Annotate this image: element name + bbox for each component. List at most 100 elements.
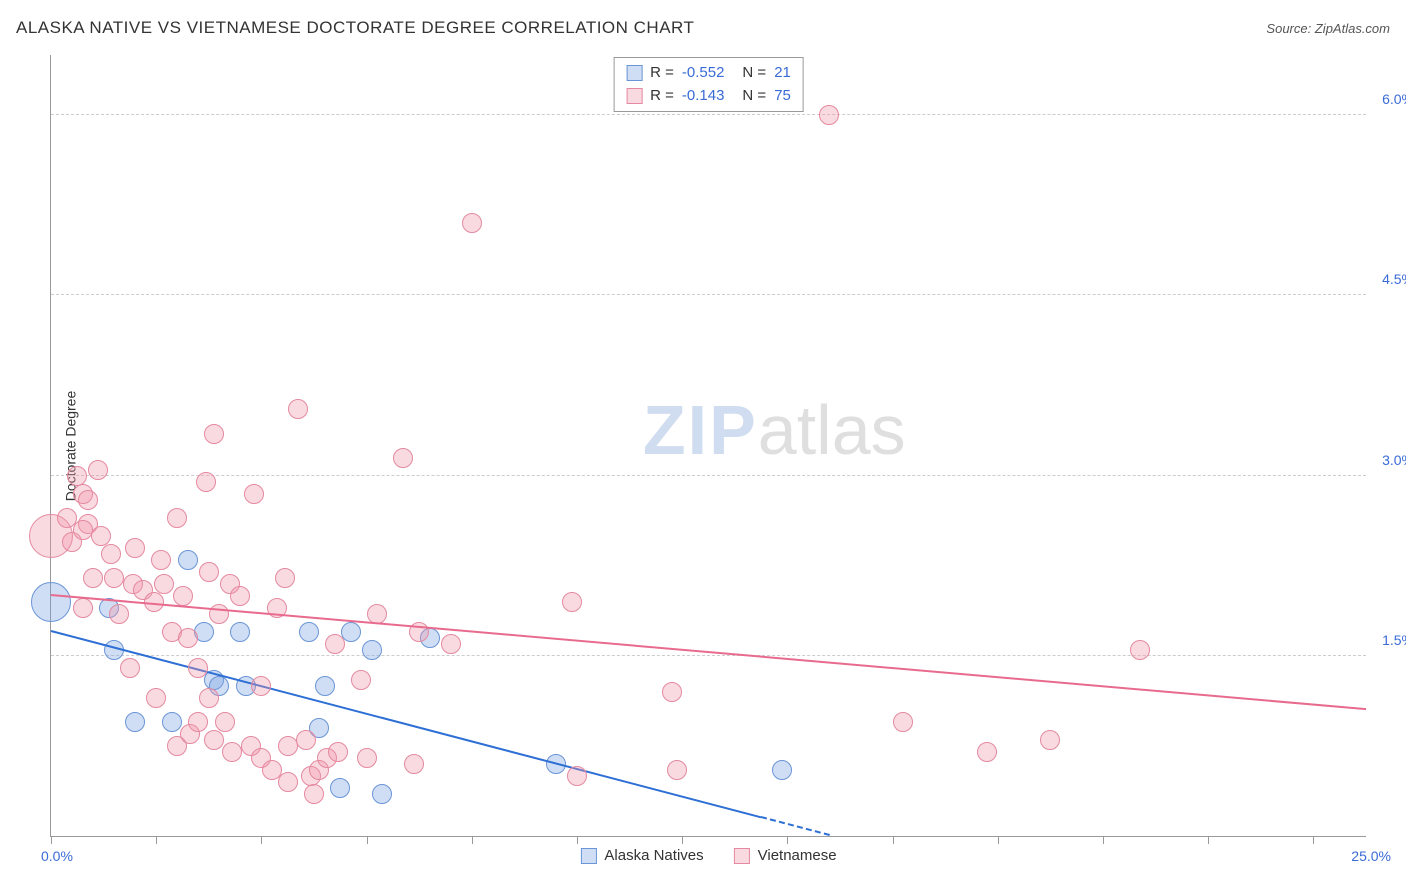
x-tick: [787, 836, 788, 844]
legend-label-1: Vietnamese: [758, 847, 837, 864]
scatter-point: [199, 688, 219, 708]
x-axis-max-label: 25.0%: [1351, 848, 1391, 864]
legend-swatch-0: [580, 848, 596, 864]
swatch-series-0: [626, 65, 642, 81]
watermark-zip: ZIP: [643, 391, 758, 469]
scatter-point: [178, 550, 198, 570]
scatter-point: [977, 742, 997, 762]
scatter-point: [893, 712, 913, 732]
scatter-point: [162, 712, 182, 732]
scatter-point: [244, 484, 264, 504]
scatter-point: [315, 676, 335, 696]
scatter-point: [91, 526, 111, 546]
x-tick: [472, 836, 473, 844]
scatter-point: [88, 460, 108, 480]
x-tick: [577, 836, 578, 844]
scatter-point: [299, 622, 319, 642]
scatter-point: [230, 586, 250, 606]
scatter-point: [78, 490, 98, 510]
scatter-point: [1040, 730, 1060, 750]
scatter-point: [251, 676, 271, 696]
scatter-point: [441, 634, 461, 654]
scatter-point: [362, 640, 382, 660]
scatter-point: [154, 574, 174, 594]
stat-r-value-1: -0.143: [682, 85, 725, 108]
x-tick: [367, 836, 368, 844]
source-attribution: Source: ZipAtlas.com: [1266, 21, 1390, 36]
legend-label-0: Alaska Natives: [604, 847, 703, 864]
x-tick: [682, 836, 683, 844]
scatter-point: [173, 586, 193, 606]
scatter-point: [357, 748, 377, 768]
scatter-point: [167, 508, 187, 528]
scatter-point: [73, 598, 93, 618]
x-tick: [1313, 836, 1314, 844]
legend: Alaska Natives Vietnamese: [580, 847, 836, 864]
scatter-point: [772, 760, 792, 780]
scatter-point: [120, 658, 140, 678]
scatter-point: [151, 550, 171, 570]
scatter-point: [328, 742, 348, 762]
scatter-point: [230, 622, 250, 642]
legend-swatch-1: [734, 848, 750, 864]
scatter-point: [204, 424, 224, 444]
scatter-point: [1130, 640, 1150, 660]
stat-n-value-0: 21: [774, 62, 791, 85]
scatter-point: [819, 105, 839, 125]
scatter-point: [188, 712, 208, 732]
x-tick: [998, 836, 999, 844]
scatter-point: [204, 730, 224, 750]
scatter-point: [330, 778, 350, 798]
scatter-point: [662, 682, 682, 702]
scatter-point: [567, 766, 587, 786]
scatter-point: [101, 544, 121, 564]
scatter-point: [404, 754, 424, 774]
correlation-stats-box: R = -0.552 N = 21 R = -0.143 N = 75: [613, 57, 804, 112]
trend-line: [51, 630, 762, 818]
scatter-point: [31, 582, 71, 622]
stat-n-label: N =: [742, 85, 766, 108]
scatter-point: [462, 213, 482, 233]
y-tick-label: 6.0%: [1382, 91, 1406, 107]
scatter-point: [278, 772, 298, 792]
scatter-point: [325, 634, 345, 654]
grid-line: [51, 294, 1366, 295]
scatter-point: [73, 520, 93, 540]
stat-n-label: N =: [742, 62, 766, 85]
scatter-point: [109, 604, 129, 624]
x-tick: [1103, 836, 1104, 844]
scatter-point: [275, 568, 295, 588]
swatch-series-1: [626, 88, 642, 104]
scatter-point: [125, 538, 145, 558]
scatter-point: [562, 592, 582, 612]
x-tick: [893, 836, 894, 844]
x-axis-min-label: 0.0%: [41, 848, 73, 864]
stat-r-label: R =: [650, 85, 674, 108]
stat-r-label: R =: [650, 62, 674, 85]
scatter-point: [83, 568, 103, 588]
source-label: Source:: [1266, 21, 1311, 36]
grid-line: [51, 655, 1366, 656]
y-tick-label: 4.5%: [1382, 271, 1406, 287]
stats-row-series-0: R = -0.552 N = 21: [626, 62, 791, 85]
chart-title: ALASKA NATIVE VS VIETNAMESE DOCTORATE DE…: [16, 18, 694, 38]
legend-item-1: Vietnamese: [734, 847, 837, 864]
scatter-point: [146, 688, 166, 708]
stat-r-value-0: -0.552: [682, 62, 725, 85]
scatter-point: [296, 730, 316, 750]
scatter-point: [351, 670, 371, 690]
stats-row-series-1: R = -0.143 N = 75: [626, 85, 791, 108]
scatter-point: [196, 472, 216, 492]
scatter-point: [667, 760, 687, 780]
scatter-chart: Doctorate Degree ZIPatlas 0.0% 25.0% R =…: [50, 55, 1366, 837]
scatter-point: [222, 742, 242, 762]
grid-line: [51, 114, 1366, 115]
x-tick: [1208, 836, 1209, 844]
scatter-point: [209, 604, 229, 624]
scatter-point: [188, 658, 208, 678]
legend-item-0: Alaska Natives: [580, 847, 703, 864]
scatter-point: [372, 784, 392, 804]
x-tick: [156, 836, 157, 844]
scatter-point: [215, 712, 235, 732]
watermark: ZIPatlas: [643, 390, 906, 470]
